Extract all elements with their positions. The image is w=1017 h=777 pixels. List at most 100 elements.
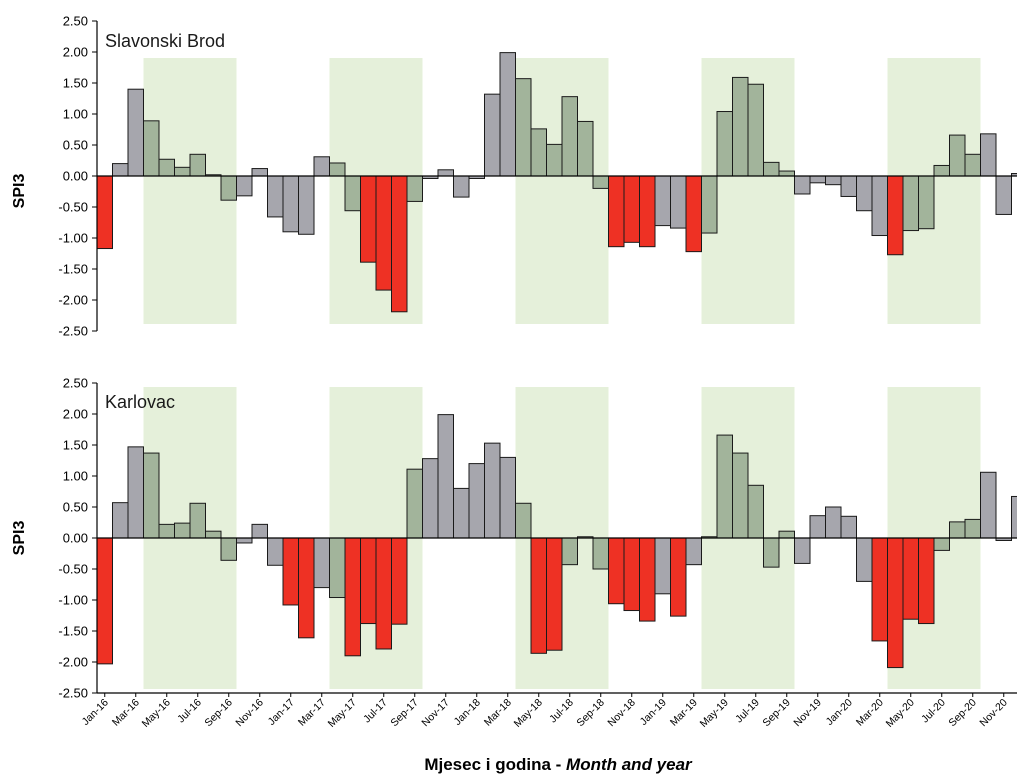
slavonski-brod-bar bbox=[577, 120, 594, 177]
slavonski-brod-bar bbox=[918, 175, 935, 230]
karlovac-y-tick-label: -1.50 bbox=[58, 624, 88, 639]
karlovac-y-tick-label: 1.50 bbox=[63, 438, 88, 453]
karlovac-y-axis-label: SPI3 bbox=[11, 521, 28, 556]
slavonski-brod-panel-title: Slavonski Brod bbox=[105, 31, 225, 51]
karlovac-bar bbox=[592, 537, 609, 570]
slavonski-brod-bar bbox=[127, 88, 144, 177]
slavonski-brod-bar bbox=[530, 128, 547, 177]
karlovac-bar bbox=[468, 463, 485, 539]
karlovac-bar bbox=[174, 522, 191, 539]
karlovac-bar bbox=[918, 537, 935, 625]
slavonski-brod-bar bbox=[515, 78, 532, 177]
x-tick-label: Jan-18 bbox=[452, 697, 483, 728]
karlovac-bar bbox=[530, 537, 547, 654]
slavonski-brod-bar bbox=[825, 175, 842, 186]
slavonski-brod-bar bbox=[608, 175, 625, 248]
karlovac-bar bbox=[205, 530, 222, 539]
x-axis-label-main: Mjesec i godina - bbox=[424, 755, 566, 774]
slavonski-brod-bar bbox=[375, 175, 392, 291]
x-tick-label: Mar-19 bbox=[668, 697, 700, 729]
karlovac-bar bbox=[716, 434, 733, 539]
karlovac-bar bbox=[158, 523, 175, 539]
slavonski-brod-y-tick-label: 2.00 bbox=[63, 45, 88, 60]
karlovac-bar bbox=[778, 530, 795, 539]
karlovac-bar bbox=[375, 537, 392, 650]
karlovac-bar bbox=[670, 537, 687, 617]
x-tick-label: Jul-19 bbox=[733, 697, 762, 726]
karlovac-bar bbox=[546, 537, 563, 651]
karlovac-y-tick-label: 0.50 bbox=[63, 500, 88, 515]
slavonski-brod-bar bbox=[856, 175, 873, 212]
karlovac-bar bbox=[344, 537, 361, 657]
slavonski-brod-bar bbox=[189, 153, 206, 177]
karlovac-bar bbox=[639, 537, 656, 622]
karlovac-bar bbox=[794, 537, 811, 564]
karlovac-panel-title: Karlovac bbox=[105, 392, 175, 412]
karlovac-bar bbox=[1011, 495, 1017, 539]
slavonski-brod-bar bbox=[933, 164, 950, 177]
slavonski-brod-y-tick-label: -2.00 bbox=[58, 293, 88, 308]
slavonski-brod-bar bbox=[592, 175, 609, 189]
karlovac-bar bbox=[453, 487, 470, 539]
slavonski-brod-bar bbox=[313, 156, 330, 177]
karlovac-bar bbox=[933, 537, 950, 551]
slavonski-brod-y-tick-label: 1.00 bbox=[63, 107, 88, 122]
slavonski-brod-bar bbox=[329, 162, 346, 177]
karlovac-bar bbox=[732, 452, 749, 539]
slavonski-brod-bar bbox=[174, 166, 191, 177]
karlovac-bar bbox=[189, 502, 206, 539]
karlovac-y-tick-label: -1.00 bbox=[58, 593, 88, 608]
x-tick-label: May-16 bbox=[140, 697, 173, 730]
karlovac-bar bbox=[685, 537, 702, 566]
x-tick-label: May-18 bbox=[512, 697, 545, 730]
x-tick-label: Sep-19 bbox=[760, 697, 793, 730]
slavonski-brod-bar bbox=[778, 170, 795, 177]
x-tick-label: Jan-20 bbox=[824, 697, 855, 728]
slavonski-brod-bar bbox=[406, 175, 423, 202]
karlovac-bar bbox=[127, 446, 144, 539]
slavonski-brod-bar bbox=[143, 120, 160, 177]
karlovac-bar bbox=[360, 537, 377, 625]
slavonski-brod-y-tick-label: 0.00 bbox=[63, 169, 88, 184]
slavonski-brod-bar bbox=[1011, 173, 1017, 177]
slavonski-brod-bar bbox=[887, 175, 904, 256]
x-tick-label: Mar-16 bbox=[110, 697, 142, 729]
karlovac-bar bbox=[561, 537, 578, 566]
slavonski-brod-bar bbox=[96, 175, 113, 250]
slavonski-brod-y-tick-label: -2.50 bbox=[58, 324, 88, 339]
slavonski-brod-y-tick-label: 0.50 bbox=[63, 138, 88, 153]
slavonski-brod-bar bbox=[732, 76, 749, 177]
slavonski-brod-bar bbox=[623, 175, 640, 243]
slavonski-brod-bar bbox=[747, 83, 764, 177]
slavonski-brod-bar bbox=[639, 175, 656, 248]
x-tick-label: Sep-17 bbox=[388, 697, 421, 730]
x-tick-label: May-20 bbox=[884, 697, 917, 730]
karlovac-bar bbox=[763, 537, 780, 568]
slavonski-brod-y-tick-label: -1.00 bbox=[58, 231, 88, 246]
x-tick-label: Sep-20 bbox=[946, 697, 979, 730]
karlovac-bar bbox=[654, 537, 671, 595]
karlovac-bar bbox=[437, 414, 454, 539]
x-tick-label: May-19 bbox=[698, 697, 731, 730]
karlovac-bar bbox=[887, 537, 904, 669]
slavonski-brod-bar bbox=[546, 143, 563, 177]
slavonski-brod-bar bbox=[840, 175, 857, 197]
x-tick-label: Nov-18 bbox=[605, 697, 638, 730]
karlovac-bar bbox=[298, 537, 315, 639]
slavonski-brod-bar bbox=[716, 111, 733, 177]
karlovac-bar bbox=[964, 518, 981, 539]
slavonski-brod-bar bbox=[964, 153, 981, 177]
karlovac-bar bbox=[608, 537, 625, 605]
slavonski-brod-bar bbox=[360, 175, 377, 263]
x-axis-label-italic: Month and year bbox=[566, 755, 693, 774]
slavonski-brod-bar bbox=[267, 175, 284, 218]
slavonski-brod-bar bbox=[344, 175, 361, 212]
x-tick-label: Sep-16 bbox=[202, 697, 235, 730]
slavonski-brod-bar bbox=[685, 175, 702, 253]
karlovac-y-tick-label: 1.00 bbox=[63, 469, 88, 484]
karlovac-bar bbox=[391, 537, 408, 625]
karlovac-bar bbox=[980, 471, 997, 539]
slavonski-brod-bar bbox=[251, 168, 268, 177]
karlovac-bar bbox=[902, 537, 919, 620]
karlovac-bar bbox=[406, 468, 423, 539]
